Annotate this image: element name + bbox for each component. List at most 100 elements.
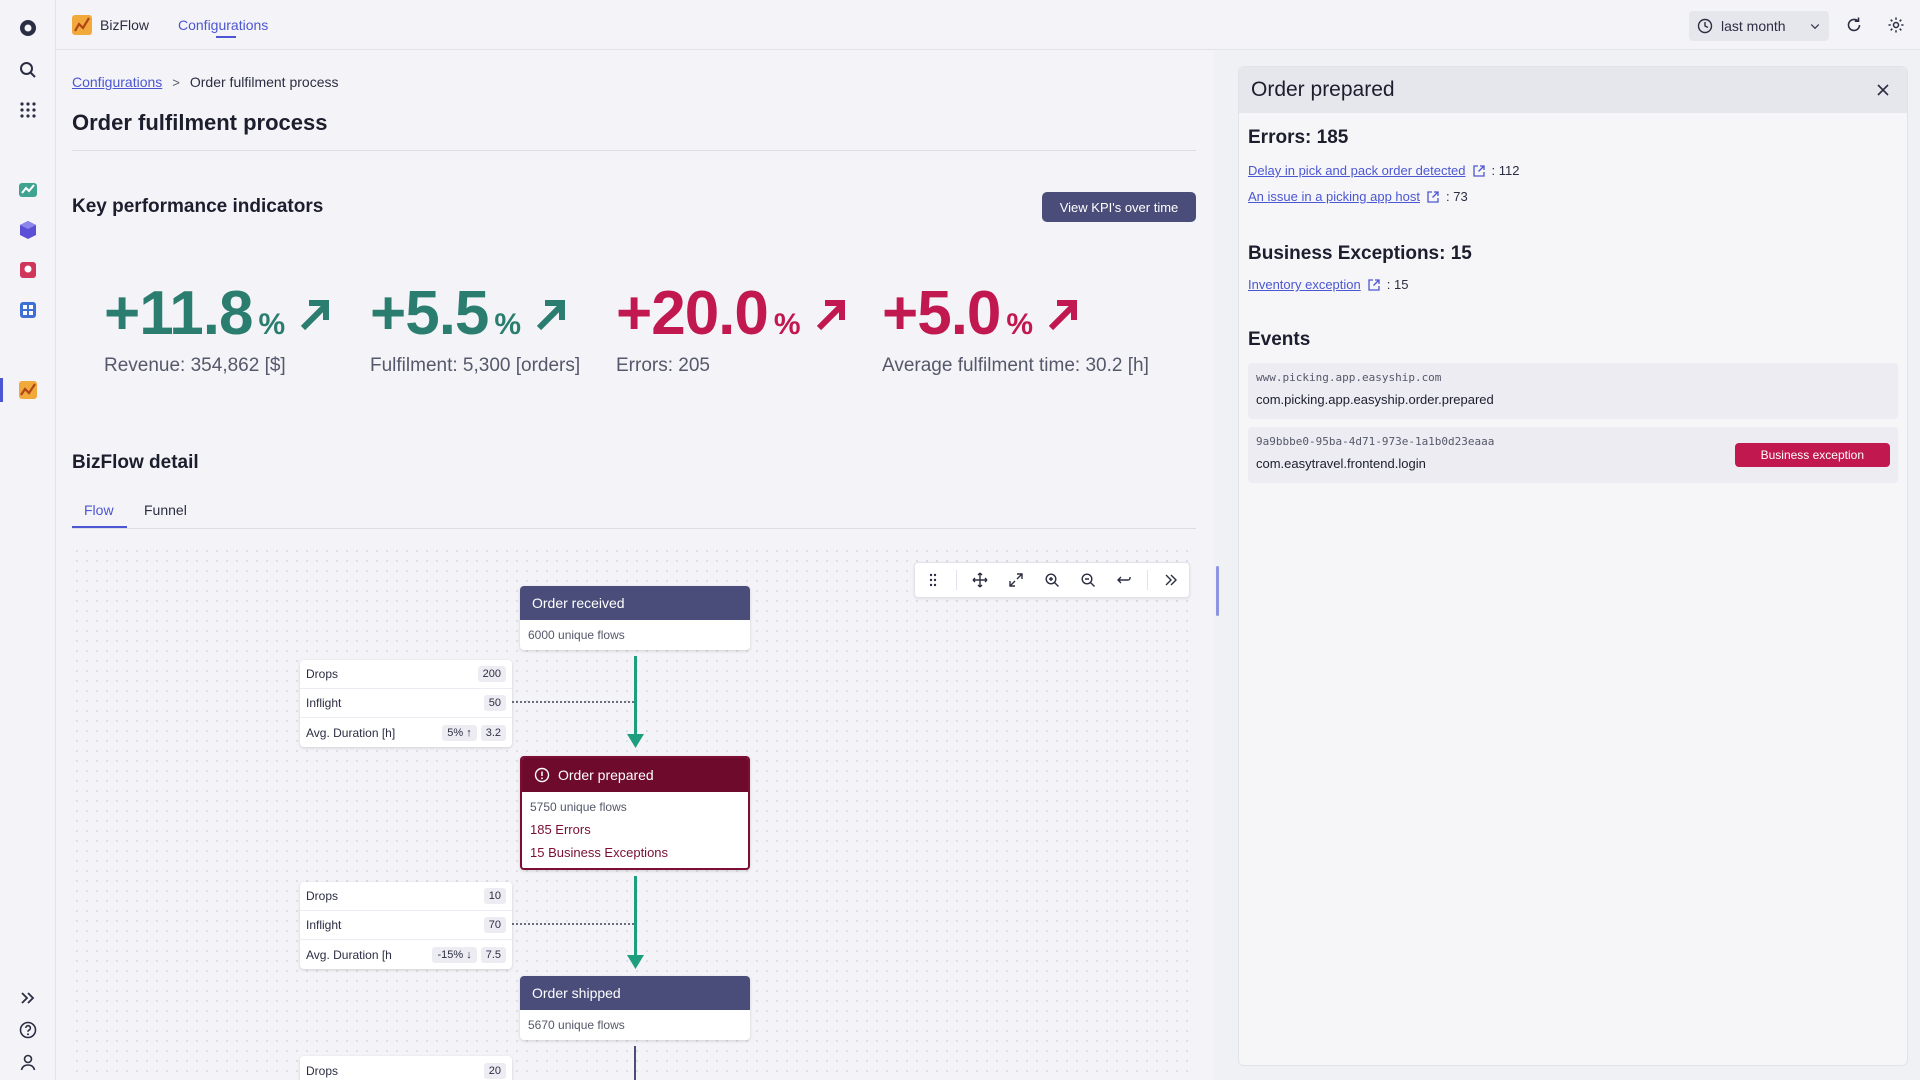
panel-resize-handle[interactable] bbox=[1216, 566, 1219, 616]
arrow-down-icon: ↓ bbox=[466, 948, 472, 961]
page-title: Order fulfilment process bbox=[72, 110, 328, 135]
gear-icon bbox=[1888, 17, 1904, 33]
trend-up-arrow-icon bbox=[301, 299, 330, 330]
pan-button[interactable] bbox=[967, 567, 993, 593]
settings-button[interactable] bbox=[1884, 13, 1908, 37]
tab-funnel[interactable]: Funnel bbox=[144, 502, 187, 518]
table-app-icon[interactable] bbox=[14, 296, 42, 324]
trend-up-arrow-icon bbox=[536, 299, 566, 330]
cube-app-icon[interactable] bbox=[14, 216, 42, 244]
zoom-in-icon bbox=[1045, 573, 1059, 587]
zoom-out-icon bbox=[1081, 573, 1095, 587]
zoom-out-button[interactable] bbox=[1075, 567, 1101, 593]
node-unique-flows: 6000 unique flows bbox=[528, 628, 625, 642]
flow-node-order-prepared[interactable]: Order prepared 5750 unique flows 185 Err… bbox=[520, 756, 750, 870]
node-exceptions: 15 Business Exceptions bbox=[530, 845, 669, 860]
duration-trend: -15% ↓ bbox=[432, 946, 477, 963]
reset-view-button[interactable] bbox=[1111, 567, 1137, 593]
expand-rail-icon[interactable] bbox=[14, 984, 42, 1012]
drops-value: 10 bbox=[483, 888, 506, 904]
error-link[interactable]: An issue in a picking app host bbox=[1248, 189, 1420, 204]
close-panel-button[interactable] bbox=[1871, 78, 1895, 102]
active-tab-underline bbox=[72, 526, 127, 528]
breadcrumb-root-link[interactable]: Configurations bbox=[72, 74, 163, 90]
flow-connector bbox=[634, 656, 637, 742]
notebook-app-icon[interactable] bbox=[14, 256, 42, 284]
kpi-unit: % bbox=[773, 308, 801, 341]
toolbar-separator bbox=[1147, 570, 1148, 590]
title-divider bbox=[72, 150, 1196, 151]
kpi-revenue: +11.8 % Revenue: 354,862 [$] bbox=[104, 278, 335, 377]
external-link-icon[interactable] bbox=[1426, 190, 1440, 204]
active-app-marker bbox=[0, 378, 3, 402]
drag-handle-icon bbox=[929, 573, 937, 587]
dashboard-app-icon[interactable] bbox=[14, 176, 42, 204]
kpi-value: +5.5 bbox=[370, 279, 489, 348]
refresh-button[interactable] bbox=[1842, 13, 1866, 37]
collapse-toolbar-button[interactable] bbox=[1158, 567, 1184, 593]
connector-arrowhead-icon bbox=[627, 955, 644, 969]
error-item: An issue in a picking app host : 73 bbox=[1248, 189, 1468, 204]
exception-link[interactable]: Inventory exception bbox=[1248, 277, 1361, 292]
node-errors: 185 Errors bbox=[530, 822, 591, 837]
flow-node-order-shipped[interactable]: Order shipped 5670 unique flows bbox=[520, 976, 750, 1040]
node-title: Order received bbox=[520, 586, 750, 620]
external-link-icon[interactable] bbox=[1367, 278, 1381, 292]
help-icon[interactable] bbox=[14, 1016, 42, 1044]
double-chevron-right-icon bbox=[1165, 574, 1177, 586]
expand-icon bbox=[1009, 573, 1023, 587]
kpi-value: +5.0 bbox=[882, 279, 1001, 348]
close-icon bbox=[1877, 84, 1889, 96]
error-count: : 73 bbox=[1446, 189, 1468, 204]
inflight-label: Inflight bbox=[306, 696, 342, 710]
user-icon[interactable] bbox=[14, 1048, 42, 1076]
tab-flow[interactable]: Flow bbox=[84, 502, 114, 518]
drops-value: 20 bbox=[483, 1062, 506, 1079]
details-panel: Order prepared Errors: 185 Delay in pick… bbox=[1238, 66, 1908, 1066]
active-tab-indicator bbox=[216, 36, 236, 38]
breadcrumb-separator: > bbox=[172, 74, 180, 90]
drag-handle-button[interactable] bbox=[920, 567, 946, 593]
bizflow-app-icon[interactable] bbox=[14, 376, 42, 404]
tabs-divider bbox=[72, 528, 1196, 529]
exception-count: : 15 bbox=[1386, 277, 1409, 292]
trend-up-arrow-icon bbox=[816, 299, 845, 330]
duration-label: Avg. Duration [h] bbox=[306, 725, 396, 740]
view-kpis-button[interactable]: View KPI's over time bbox=[1042, 192, 1196, 222]
kpi-unit: % bbox=[258, 308, 286, 341]
flow-node-order-received[interactable]: Order received 6000 unique flows bbox=[520, 586, 750, 650]
kpi-label: Errors: 205 bbox=[616, 355, 710, 376]
clock-icon bbox=[1697, 18, 1713, 34]
undo-arrow-icon bbox=[1117, 576, 1131, 584]
dynatrace-logo-icon[interactable] bbox=[14, 14, 42, 42]
stats-connector bbox=[512, 701, 634, 703]
apps-grid-icon[interactable] bbox=[14, 96, 42, 124]
event-name: com.picking.app.easyship.order.prepared bbox=[1256, 392, 1494, 407]
event-item[interactable]: www.picking.app.easyship.com com.picking… bbox=[1248, 363, 1898, 419]
trend-up-arrow-icon bbox=[1048, 299, 1078, 330]
refresh-icon bbox=[1847, 17, 1861, 32]
timeframe-selector[interactable]: last month bbox=[1689, 11, 1829, 41]
kpi-section-title: Key performance indicators bbox=[72, 196, 324, 217]
breadcrumb-current: Order fulfilment process bbox=[189, 74, 339, 90]
inflight-value: 50 bbox=[483, 695, 506, 711]
duration-trend-value: 5% bbox=[447, 726, 464, 739]
bizflow-detail-title: BizFlow detail bbox=[72, 452, 199, 473]
zoom-in-button[interactable] bbox=[1039, 567, 1065, 593]
stats-connector bbox=[512, 923, 634, 925]
transition-stats-3: Drops 20 bbox=[300, 1056, 512, 1080]
duration-value: 7.5 bbox=[480, 946, 506, 963]
event-item[interactable]: 9a9bbbe0-95ba-4d71-973e-1a1b0d23eaaa com… bbox=[1248, 427, 1898, 483]
fit-view-button[interactable] bbox=[1003, 567, 1029, 593]
external-link-icon[interactable] bbox=[1472, 164, 1486, 178]
panel-title: Order prepared bbox=[1251, 78, 1395, 101]
connector-arrowhead-icon bbox=[627, 734, 644, 748]
breadcrumb: Configurations > Order fulfilment proces… bbox=[72, 74, 338, 90]
kpi-fulfilment-time: +5.0 % Average fulfilment time: 30.2 [h] bbox=[882, 278, 1149, 377]
bizflow-logo-icon bbox=[72, 15, 92, 35]
kpi-label: Fulfilment: 5,300 [orders] bbox=[370, 355, 581, 376]
error-link[interactable]: Delay in pick and pack order detected bbox=[1248, 163, 1466, 178]
search-icon[interactable] bbox=[14, 56, 42, 84]
tab-configurations[interactable]: Configurations bbox=[178, 17, 269, 33]
duration-value: 3.2 bbox=[480, 724, 506, 741]
